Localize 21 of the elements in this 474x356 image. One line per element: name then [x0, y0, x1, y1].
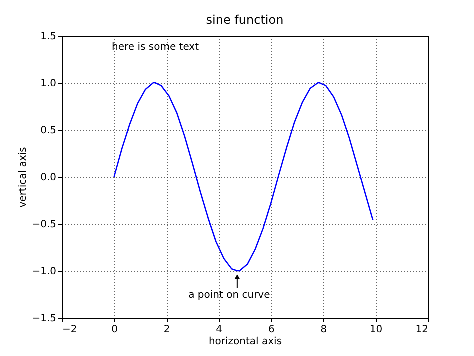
- y-tick-label: 1.5: [40, 32, 56, 42]
- x-tick-label: 2: [164, 324, 170, 336]
- x-tick-label: 12: [416, 324, 428, 336]
- x-tick-label: 4: [216, 324, 223, 336]
- annotation: here is some text: [112, 42, 200, 53]
- y-tick-label: 0.5: [40, 126, 56, 136]
- x-tick-label: 6: [268, 324, 275, 336]
- y-tick-label: 1.0: [40, 78, 56, 90]
- y-tick-label: −0.5: [32, 220, 56, 230]
- line-series: [114, 82, 374, 272]
- x-tick-label: 0: [112, 324, 118, 336]
- chart-title: sine function: [206, 13, 284, 27]
- x-axis-title: horizontal axis: [208, 336, 282, 348]
- y-tick-label: −1.0: [32, 266, 56, 278]
- y-axis-title: vertical axis: [18, 147, 30, 208]
- y-tick-label: 0.0: [40, 172, 56, 184]
- x-tick-label: −2: [62, 324, 78, 336]
- x-tick-label: 8: [320, 324, 328, 336]
- annotation: a point on curve: [188, 290, 270, 301]
- y-tick-label: −1.5: [32, 314, 56, 324]
- x-tick-label: 10: [370, 324, 383, 336]
